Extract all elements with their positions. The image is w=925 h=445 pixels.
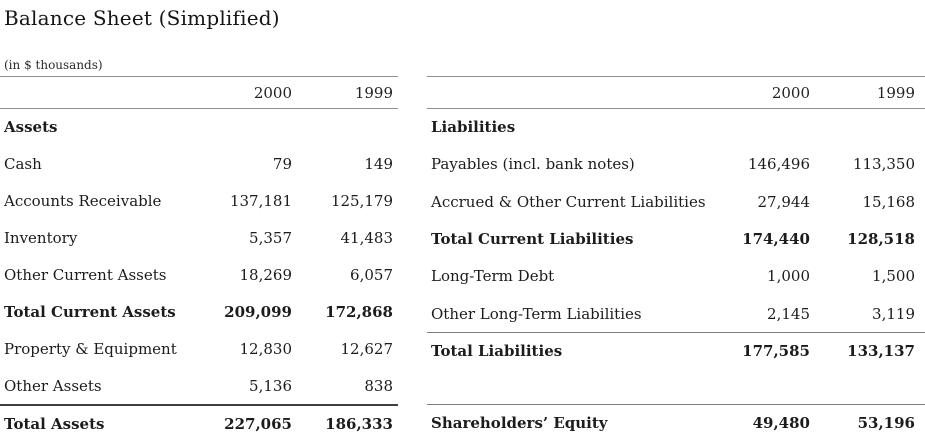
value-2000: 79 xyxy=(272,155,292,173)
row-label: Long-Term Debt xyxy=(431,267,555,286)
value-2000: 49,480 xyxy=(752,414,810,433)
value-2000: 12,830 xyxy=(239,340,293,358)
assets-table: 2000 1999 Assets Cash 79 149 Accounts Receiv… xyxy=(0,76,398,442)
value-2000: 137,181 xyxy=(229,192,292,210)
row-label: Other Current Assets xyxy=(4,266,167,284)
table-row: Total Current Liabilities 174,440 128,518 xyxy=(427,220,925,257)
table-row: Long-Term Debt 1,000 1,500 xyxy=(427,258,925,295)
table-row: Total Assets 227,065 186,333 xyxy=(0,404,398,442)
value-1999: 113,350 xyxy=(852,155,915,174)
row-label: Payables (incl. bank notes) xyxy=(431,155,635,174)
year-2000-header: 2000 xyxy=(253,83,292,102)
value-2000: 1,000 xyxy=(767,267,810,286)
liabilities-table: 2000 1999 Liabilities Payables (incl. ban… xyxy=(427,76,925,442)
tables-container: 2000 1999 Assets Cash 79 149 Accounts Receiv… xyxy=(0,76,925,442)
table-row: Property & Equipment 12,830 12,627 xyxy=(0,331,398,368)
row-label: Total Liabilities xyxy=(431,342,563,361)
value-1999 xyxy=(810,370,925,404)
row-label: Assets xyxy=(4,118,58,137)
row-label xyxy=(427,370,710,404)
table-row: Shareholders’ Equity 49,480 53,196 xyxy=(427,404,925,441)
table-row: Cash 79 149 xyxy=(0,146,398,183)
spacer-row xyxy=(427,370,925,404)
value-2000 xyxy=(710,109,810,146)
row-label: Total Current Assets xyxy=(4,303,176,321)
value-2000 xyxy=(192,109,292,146)
value-1999: 172,868 xyxy=(325,303,393,321)
table-row: Accounts Receivable 137,181 125,179 xyxy=(0,183,398,220)
row-label: Other Long-Term Liabilities xyxy=(431,304,642,323)
units-note: (in $ thousands) xyxy=(4,58,103,72)
value-1999: 133,137 xyxy=(847,342,915,361)
table-row: Liabilities xyxy=(427,109,925,146)
value-2000: 5,136 xyxy=(249,376,292,395)
value-1999: 186,333 xyxy=(325,414,393,433)
value-2000: 18,269 xyxy=(239,266,293,284)
row-label: Inventory xyxy=(4,229,78,247)
year-header-row: 2000 1999 xyxy=(0,76,398,109)
year-header-row: 2000 1999 xyxy=(427,76,925,109)
value-2000: 209,099 xyxy=(224,303,292,321)
row-label: Total Current Liabilities xyxy=(431,230,634,249)
value-1999: 41,483 xyxy=(340,229,394,247)
row-label: Accrued & Other Current Liabilities xyxy=(431,192,706,211)
page-title: Balance Sheet (Simplified) xyxy=(4,6,280,30)
value-2000: 5,357 xyxy=(249,229,292,247)
row-label: Accounts Receivable xyxy=(4,192,162,210)
table-row: Other Current Assets 18,269 6,057 xyxy=(0,257,398,294)
value-2000: 174,440 xyxy=(742,230,810,249)
row-label: Total Assets xyxy=(4,414,105,433)
value-1999: 3,119 xyxy=(872,304,915,323)
table-row: Assets xyxy=(0,109,398,146)
table-row: Total Current Assets 209,099 172,868 xyxy=(0,294,398,331)
row-label: Property & Equipment xyxy=(4,340,177,358)
value-1999: 149 xyxy=(364,155,393,173)
row-label: Liabilities xyxy=(431,118,516,137)
empty-header-cell xyxy=(427,77,710,109)
value-1999: 6,057 xyxy=(350,266,393,284)
value-2000: 2,145 xyxy=(767,304,810,323)
value-1999: 838 xyxy=(364,376,393,395)
value-1999: 128,518 xyxy=(847,230,915,249)
row-label: Other Assets xyxy=(4,376,102,395)
value-2000 xyxy=(710,370,810,404)
value-1999: 1,500 xyxy=(872,267,915,286)
value-1999 xyxy=(292,109,398,146)
year-1999-header: 1999 xyxy=(354,83,393,102)
table-row: Accrued & Other Current Liabilities 27,94… xyxy=(427,183,925,220)
row-label: Shareholders’ Equity xyxy=(431,414,608,433)
value-2000: 146,496 xyxy=(747,155,810,174)
table-row: Total Liabilities 177,585 133,137 xyxy=(427,332,925,369)
table-row: Payables (incl. bank notes) 146,496 113,35… xyxy=(427,146,925,183)
value-1999: 125,179 xyxy=(330,192,393,210)
value-1999: 15,168 xyxy=(862,192,916,211)
value-1999: 12,627 xyxy=(340,340,394,358)
value-2000: 27,944 xyxy=(757,192,811,211)
year-2000-header: 2000 xyxy=(771,83,810,102)
value-1999: 53,196 xyxy=(857,414,915,433)
value-2000: 177,585 xyxy=(742,342,810,361)
empty-header-cell xyxy=(0,77,192,109)
value-1999 xyxy=(810,109,925,146)
year-1999-header: 1999 xyxy=(876,83,915,102)
row-label: Cash xyxy=(4,155,42,173)
table-row: Inventory 5,357 41,483 xyxy=(0,220,398,257)
value-2000: 227,065 xyxy=(224,414,292,433)
table-row: Other Long-Term Liabilities 2,145 3,119 xyxy=(427,295,925,332)
table-row: Other Assets 5,136 838 xyxy=(0,368,398,405)
